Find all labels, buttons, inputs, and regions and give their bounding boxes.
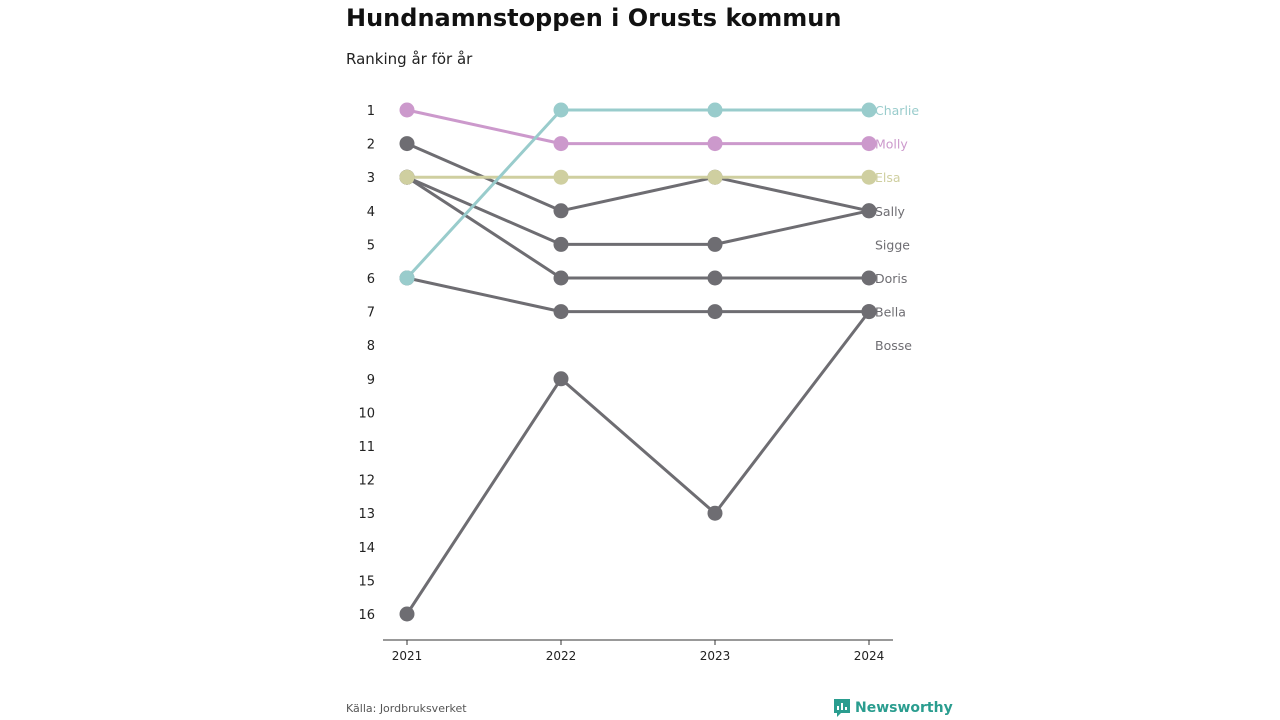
series-label-charlie: Charlie [875, 103, 919, 118]
data-point-elsa [553, 169, 569, 185]
y-tick-label: 1 [367, 104, 375, 119]
x-tick-label: 2024 [854, 649, 885, 663]
data-point-bosse [707, 270, 723, 286]
chart-subtitle: Ranking år för år [346, 50, 473, 68]
data-point-elsa [707, 169, 723, 185]
data-point-doris [707, 304, 723, 320]
y-tick-label: 3 [367, 171, 375, 186]
y-tick-label: 14 [358, 541, 375, 556]
source-note: Källa: Jordbruksverket [346, 702, 467, 715]
series-label-sigge: Sigge [875, 237, 910, 252]
series-line-molly [405, 108, 871, 146]
series-points [399, 102, 877, 622]
data-point-molly [707, 136, 723, 152]
data-point-molly [553, 136, 569, 152]
chart-title: Hundnamnstoppen i Orusts kommun [346, 4, 842, 32]
y-tick-label: 2 [367, 138, 375, 153]
x-tick-label: 2021 [392, 649, 423, 663]
data-point-charlie [707, 102, 723, 118]
data-point-charlie [553, 102, 569, 118]
x-tick-label: 2023 [700, 649, 731, 663]
series-label-elsa: Elsa [875, 170, 901, 185]
data-point-molly [861, 136, 877, 152]
data-point-sally [553, 203, 569, 219]
y-tick-label: 13 [358, 507, 375, 522]
y-tick-label: 6 [367, 272, 375, 287]
data-point-sigge [707, 236, 723, 252]
series-label-bosse: Bosse [875, 338, 912, 353]
y-tick-label: 9 [367, 373, 375, 388]
y-tick-label: 15 [358, 574, 375, 589]
data-point-molly [399, 102, 415, 118]
newsworthy-logo-icon [834, 699, 850, 717]
y-tick-label: 10 [358, 406, 375, 421]
data-point-sally [861, 203, 877, 219]
data-point-doris [553, 304, 569, 320]
series-labels: Bosse Bella Doris Sigge Sally Elsa Molly Charli… [875, 103, 919, 353]
series-lines [405, 108, 871, 616]
series-label-bella: Bella [875, 305, 906, 320]
data-point-bosse [861, 270, 877, 286]
data-point-charlie [399, 270, 415, 286]
series-label-sally: Sally [875, 204, 906, 219]
series-line-sigge [405, 175, 871, 246]
brand-name: Newsworthy [855, 700, 953, 716]
data-point-bella [399, 606, 415, 622]
brand-logo: Newsworthy [833, 698, 953, 718]
series-label-molly: Molly [875, 137, 908, 152]
y-tick-label: 4 [367, 205, 375, 220]
data-point-elsa [861, 169, 877, 185]
data-point-sally [399, 136, 415, 152]
data-point-sigge [553, 236, 569, 252]
series-label-doris: Doris [875, 271, 907, 286]
y-tick-label: 7 [367, 306, 375, 321]
x-axis-ticks: 2021 2022 2023 2024 [392, 640, 885, 663]
x-tick-label: 2022 [546, 649, 577, 663]
data-point-bosse [553, 270, 569, 286]
y-tick-label: 12 [358, 474, 375, 489]
data-point-doris [861, 304, 877, 320]
series-line-charlie [405, 108, 871, 280]
series-line-bosse [405, 175, 871, 280]
y-tick-label: 8 [367, 339, 375, 354]
y-tick-label: 11 [358, 440, 375, 455]
data-point-elsa [399, 169, 415, 185]
y-tick-label: 16 [358, 608, 375, 623]
series-line-doris [405, 276, 871, 314]
series-line-bella [405, 310, 871, 616]
data-point-bella [553, 371, 569, 387]
data-point-bella [707, 505, 723, 521]
data-point-charlie [861, 102, 877, 118]
y-tick-label: 5 [367, 238, 375, 253]
